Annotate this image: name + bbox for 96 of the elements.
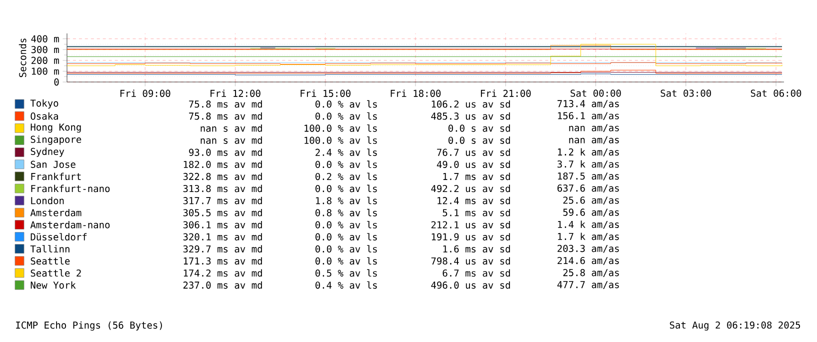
text: 182.0 ms av md — [184, 160, 262, 168]
legend-label: Tallinn — [30, 245, 70, 253]
x-tick-label: Fri 12:00 — [210, 90, 260, 97]
text: Sat Aug 2 06:19:08 2025 — [670, 321, 800, 331]
text: 322.8 ms av md — [183, 172, 262, 180]
text: nan am/as — [569, 124, 619, 132]
text: 477.7 am/as — [557, 281, 619, 289]
text: 0.2 % av ls — [316, 172, 377, 180]
text: 191.9 us av sd — [432, 233, 510, 240]
text: 25.8 am/as — [563, 269, 619, 277]
text: 214.6 am/as — [558, 256, 619, 265]
text: 0.5 % av ls — [316, 269, 377, 277]
x-tick-label: Fri 09:00 — [120, 90, 170, 97]
text: 76.7 us av sd — [437, 148, 510, 156]
text: 49.0 us av sd — [436, 160, 510, 168]
text: 203.3 am/as — [558, 244, 619, 253]
text: 0.0 % av ls — [316, 100, 377, 108]
text: 100.0 % av ls — [304, 124, 377, 132]
text: nan am/as — [569, 136, 619, 144]
text: 106.2 us av sd — [432, 100, 510, 108]
text: 0.8 % av ls — [316, 208, 377, 216]
y-tick-label: 0 — [54, 78, 59, 86]
legend-label: San Jose — [30, 160, 76, 168]
legend-label: Osaka — [30, 112, 58, 120]
legend-label: Singapore — [30, 136, 82, 145]
text: 25.6 am/as — [563, 196, 619, 205]
text: 0.0 % av ls — [316, 160, 377, 168]
legend-label: Tokyo — [30, 99, 58, 109]
text: 798.4 us av sd — [431, 257, 510, 265]
text: 1.4 k am/as — [558, 220, 619, 229]
text: 1.8 % av ls — [316, 196, 377, 204]
text: 0.0 s av sd — [448, 124, 510, 132]
text: 212.1 us av sd — [431, 221, 510, 228]
text: 0.4 % av ls — [316, 281, 377, 289]
text: 1.7 k am/as — [558, 232, 619, 241]
legend-label: Seattle 2 — [30, 269, 81, 277]
text: 496.0 us av sd — [431, 281, 510, 289]
text: 313.8 ms av md — [183, 184, 262, 192]
x-tick-label: Fri 21:00 — [480, 90, 531, 97]
text: 6.7 ms av sd — [442, 269, 510, 277]
text: 12.4 ms av sd — [438, 196, 510, 204]
text: 637.6 am/as — [558, 184, 619, 192]
text: 174.2 ms av md — [184, 269, 262, 277]
text: 0.0 s av sd — [448, 136, 510, 144]
text: ICMP Echo Pings (56 Bytes) — [16, 321, 162, 331]
text: 1.6 ms av sd — [443, 245, 510, 253]
text: 317.7 ms av md — [183, 196, 262, 204]
text: 306.1 ms av md — [183, 221, 262, 228]
text: 713.4 am/as — [558, 100, 619, 108]
y-tick-label: 300 m — [31, 46, 59, 54]
y-tick-label: 100 m — [32, 68, 59, 75]
text: 3.7 k am/as — [558, 160, 619, 168]
text: 2.4 % av ls — [316, 148, 377, 156]
text: 75.8 ms av md — [189, 112, 262, 120]
y-tick-label: 200 m — [31, 56, 59, 64]
text: 485.3 us av sd — [431, 112, 510, 120]
text: nan s av md — [200, 136, 262, 144]
x-tick-label: Sat 03:00 — [660, 90, 711, 97]
text: 59.6 am/as — [563, 208, 619, 217]
text: 0.0 % av ls — [316, 112, 377, 120]
text: 0.0 % av ls — [316, 257, 377, 265]
x-tick-label: Sat 06:00 — [750, 90, 802, 97]
text: 0.0 % av ls — [316, 221, 377, 228]
legend-label: Düsseldorf — [30, 233, 87, 240]
legend-label: London — [31, 196, 64, 204]
legend-label: Sydney — [30, 148, 64, 157]
text: 171.3 ms av md — [184, 257, 262, 265]
text: nan s av md — [200, 124, 262, 132]
y-axis-title: Seconds — [18, 38, 26, 78]
legend-label: Amsterdam-nano — [30, 221, 110, 228]
text: 492.2 us av sd — [431, 184, 510, 192]
text: 5.1 ms av sd — [442, 208, 510, 216]
y-tick-label: 400 m — [31, 35, 59, 42]
legend-label: Amsterdam — [30, 208, 82, 216]
text: 187.5 am/as — [558, 172, 619, 180]
text: 75.8 ms av md — [189, 100, 262, 108]
x-tick-label: Fri 18:00 — [390, 90, 441, 97]
text: 0.0 % av ls — [316, 245, 377, 253]
text: 1.2 k am/as — [558, 148, 619, 156]
legend-label: Seattle — [30, 257, 70, 265]
text: 100.0 % av ls — [304, 136, 377, 144]
text: 329.7 ms av md — [183, 245, 262, 253]
text: 305.5 ms av md — [183, 208, 262, 216]
legend-label: New York — [30, 281, 76, 289]
text: 237.0 ms av md — [183, 281, 262, 289]
x-tick-label: Fri 15:00 — [300, 90, 350, 97]
legend-label: Frankfurt-nano — [31, 184, 110, 192]
legend-label: Frankfurt — [31, 172, 81, 180]
text: 93.0 ms av md — [189, 148, 262, 156]
text: 1.7 ms av sd — [443, 172, 510, 180]
text: 0.0 % av ls — [316, 233, 377, 240]
text: 0.0 % av ls — [316, 184, 377, 192]
text: 156.1 am/as — [558, 112, 619, 120]
x-tick-label: Sat 00:00 — [570, 90, 621, 97]
text: 320.1 ms av md — [183, 233, 262, 240]
legend-label: Hong Kong — [30, 124, 81, 133]
